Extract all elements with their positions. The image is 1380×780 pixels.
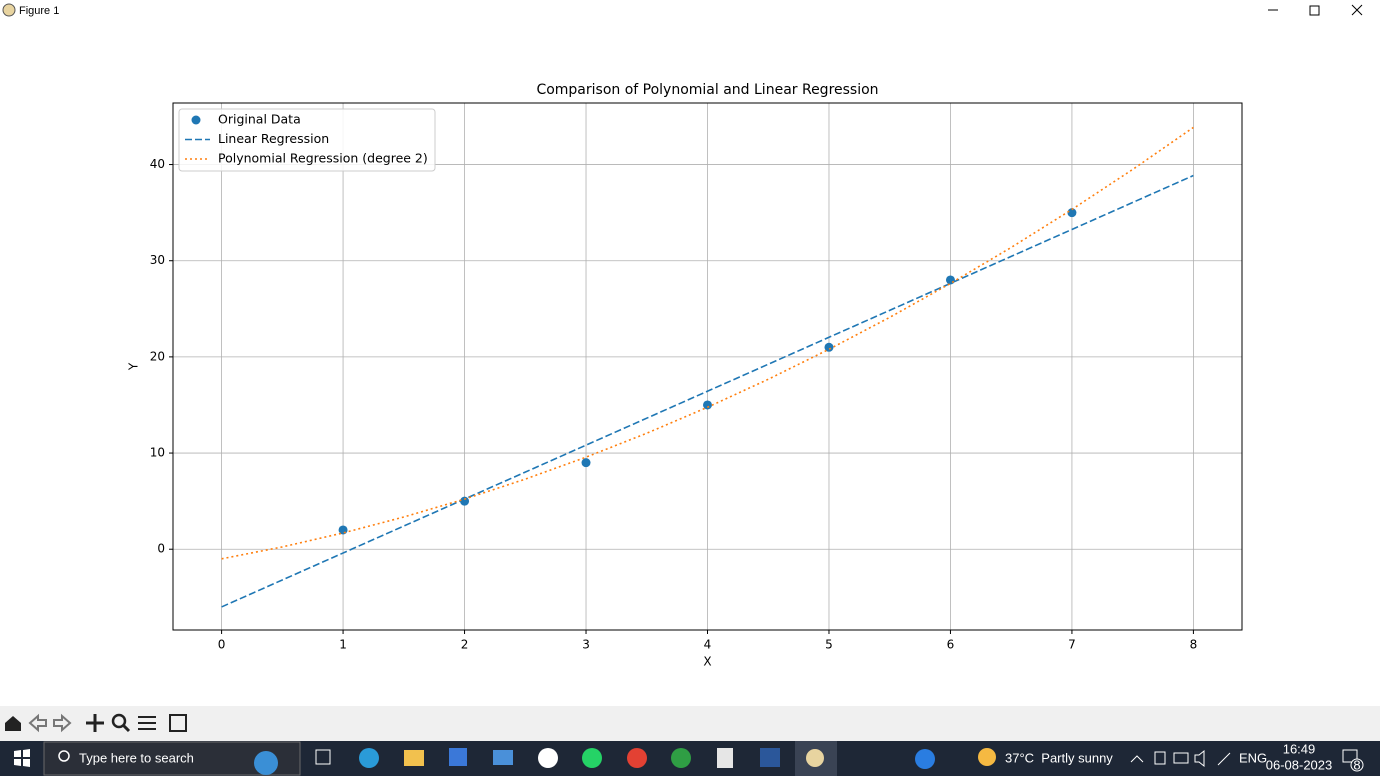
title-bar xyxy=(0,0,1380,24)
widget-icon[interactable] xyxy=(254,751,278,775)
data-point xyxy=(703,400,712,410)
python-icon xyxy=(806,749,824,767)
save-button[interactable] xyxy=(169,714,187,732)
weather[interactable]: 37°C Partly sunny xyxy=(1005,750,1113,765)
volume-icon[interactable] xyxy=(1194,749,1205,768)
legend-label: Polynomial Regression (degree 2) xyxy=(218,151,428,166)
regression-line xyxy=(221,126,1194,560)
toolbar xyxy=(0,706,1380,741)
back-button[interactable] xyxy=(28,713,47,733)
x-tick-label: 2 xyxy=(461,638,469,652)
legend-label: Original Data xyxy=(218,112,301,127)
window-title: Figure 1 xyxy=(19,5,59,17)
x-axis-label: X xyxy=(703,655,711,669)
mail-icon[interactable] xyxy=(493,750,513,765)
data-point xyxy=(945,275,955,285)
maximize[interactable] xyxy=(1309,5,1320,16)
language[interactable]: ENG xyxy=(1239,750,1267,765)
axes-frame xyxy=(172,102,1243,631)
x-tick-label: 0 xyxy=(218,638,226,652)
notification-count: 8 xyxy=(1353,757,1360,772)
x-tick-label: 1 xyxy=(339,638,347,652)
close[interactable] xyxy=(1351,4,1363,16)
help-icon[interactable] xyxy=(915,749,935,769)
x-tick-label: 6 xyxy=(947,638,955,652)
x-tick-label: 8 xyxy=(1190,638,1198,652)
network-icon[interactable] xyxy=(1217,752,1231,766)
x-tick-label: 5 xyxy=(825,638,833,652)
edge-icon[interactable] xyxy=(359,748,379,768)
notification-icon[interactable] xyxy=(1342,749,1358,763)
app-icon-1[interactable] xyxy=(538,748,558,768)
start-button[interactable] xyxy=(14,749,30,767)
y-tick-label: 20 xyxy=(150,349,165,363)
clock-date[interactable]: 06-08-2023 xyxy=(1266,757,1333,772)
y-tick-label: 10 xyxy=(150,446,165,460)
y-axis-label: Y xyxy=(127,362,141,371)
data-point xyxy=(460,496,470,506)
y-tick-label: 0 xyxy=(157,542,165,556)
task-view[interactable] xyxy=(315,749,331,765)
chart-title: Comparison of Polynomial and Linear Regr… xyxy=(536,82,878,98)
tray-expand[interactable] xyxy=(1130,755,1144,763)
battery-icon xyxy=(1173,752,1189,764)
regression-line xyxy=(221,174,1194,608)
pan-button[interactable] xyxy=(86,714,104,732)
notepad-icon[interactable] xyxy=(717,748,733,768)
y-tick-label: 40 xyxy=(150,157,165,171)
chrome-icon[interactable] xyxy=(627,748,647,768)
legend xyxy=(178,108,436,172)
search-icon xyxy=(58,750,70,762)
configure-button[interactable] xyxy=(138,716,156,730)
weather-icon xyxy=(978,748,996,766)
explorer-icon[interactable] xyxy=(404,750,424,766)
chrome-profile-icon[interactable] xyxy=(671,748,691,768)
word-icon[interactable] xyxy=(760,748,780,767)
zoom-handle xyxy=(121,723,131,733)
x-tick-label: 4 xyxy=(704,638,712,652)
x-tick-label: 7 xyxy=(1068,638,1076,652)
home-button[interactable] xyxy=(5,716,21,731)
clock-time[interactable]: 16:49 xyxy=(1283,741,1316,756)
search-placeholder: Type here to search xyxy=(79,750,194,765)
forward-button[interactable] xyxy=(53,713,72,733)
zoom-button[interactable] xyxy=(111,713,127,729)
data-point xyxy=(1067,208,1077,218)
app-icon xyxy=(2,3,16,17)
notification-badge xyxy=(1350,758,1364,772)
tray-icon xyxy=(1154,751,1166,765)
y-tick-label: 30 xyxy=(150,253,165,267)
legend-marker xyxy=(191,115,201,125)
data-point xyxy=(581,458,591,468)
data-point xyxy=(824,342,834,352)
legend-label: Linear Regression xyxy=(218,131,329,146)
whatsapp-icon[interactable] xyxy=(582,748,602,768)
x-tick-label: 3 xyxy=(582,638,590,652)
store-icon[interactable] xyxy=(449,748,467,766)
